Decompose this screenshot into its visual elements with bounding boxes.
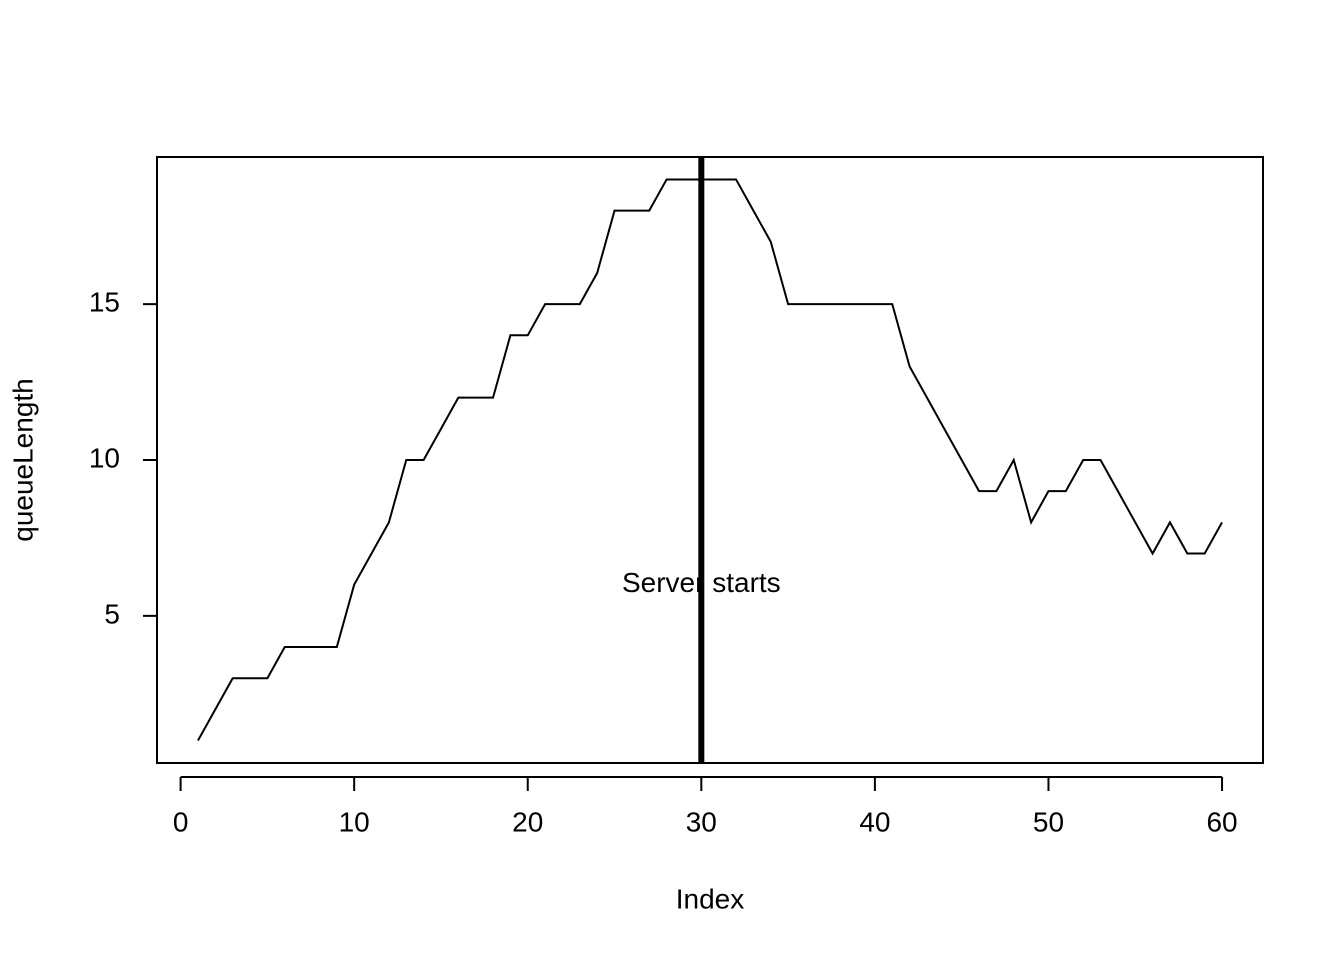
x-tick-label: 30 [686, 806, 717, 837]
x-tick-label: 10 [339, 806, 370, 837]
data-line [197, 178, 1223, 742]
x-tick-label: 20 [512, 806, 543, 837]
x-tick-label: 50 [1033, 806, 1064, 837]
x-tick-label: 40 [859, 806, 890, 837]
annotation: Server starts [622, 567, 781, 598]
x-axis-label: Index [676, 883, 745, 914]
x-tick-label: 0 [173, 806, 189, 837]
y-tick-label: 15 [89, 287, 120, 318]
y-tick-label: 5 [104, 598, 120, 629]
x-tick-label: 60 [1206, 806, 1237, 837]
y-axis-label: queueLength [7, 378, 38, 542]
y-tick-label: 10 [89, 442, 120, 473]
